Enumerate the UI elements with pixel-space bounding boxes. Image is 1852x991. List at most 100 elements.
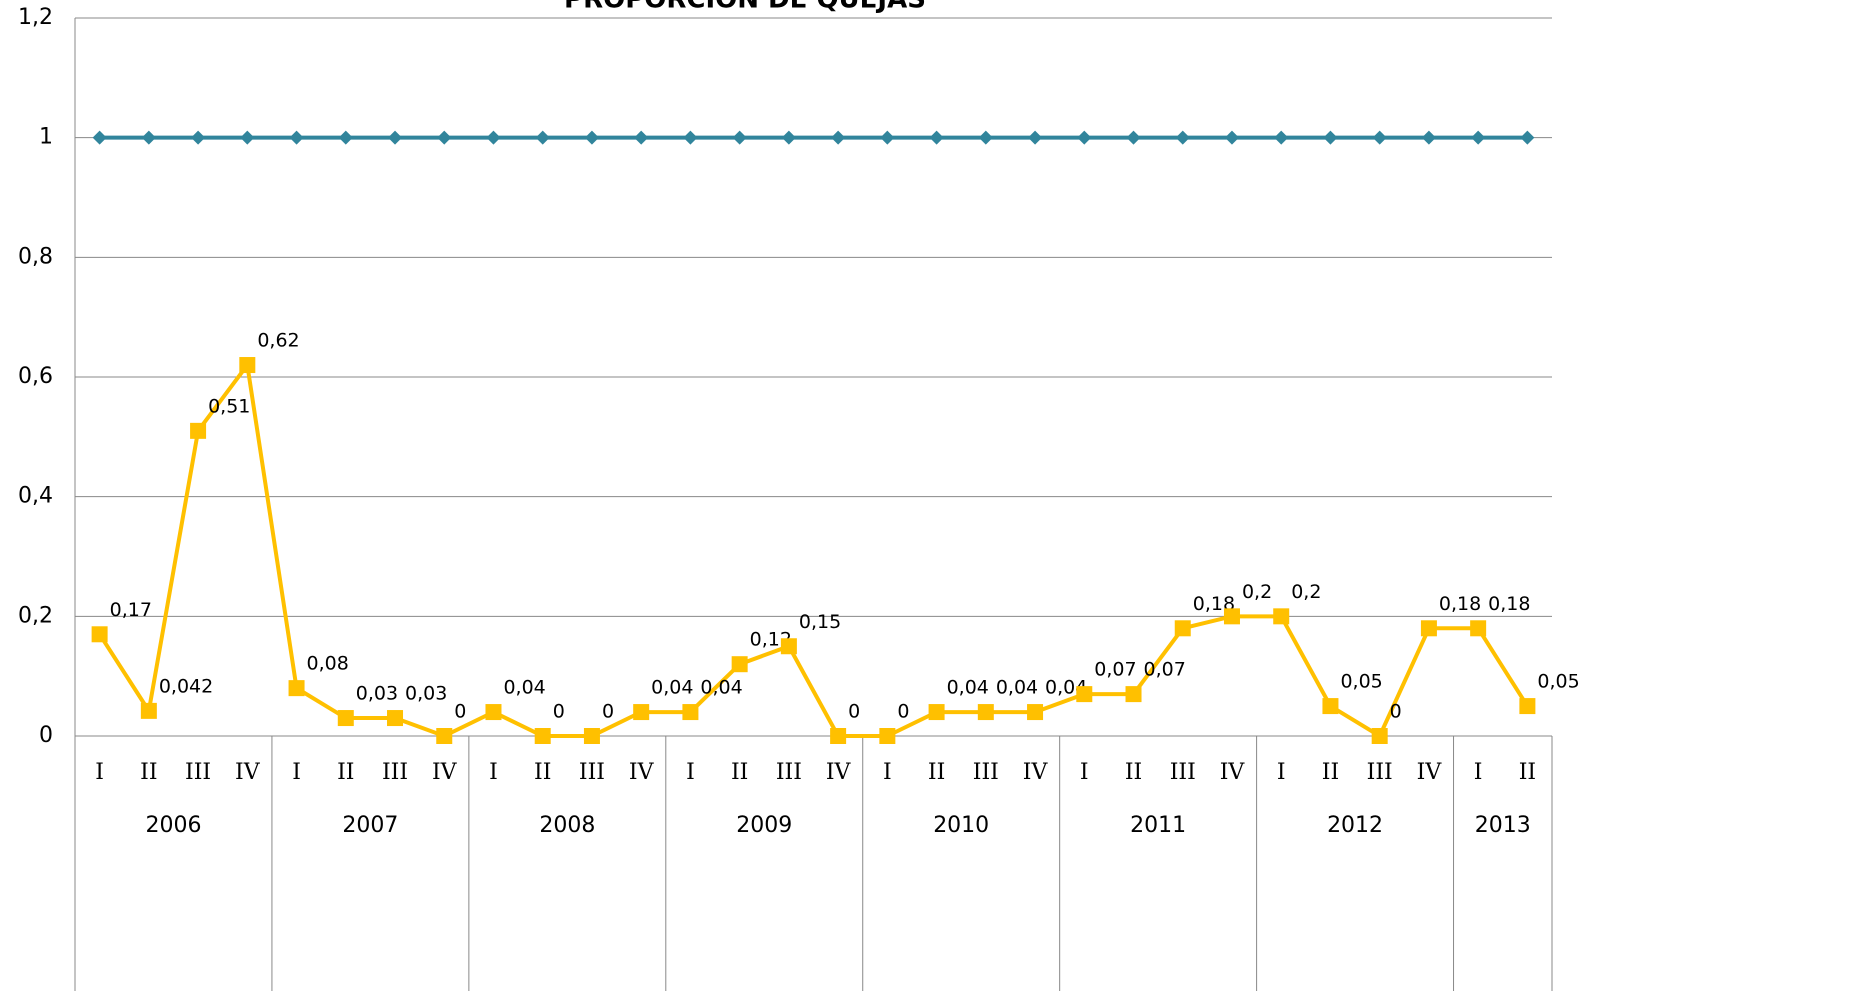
data-label: 0 xyxy=(553,701,565,723)
marker xyxy=(1125,686,1142,703)
data-label: 0 xyxy=(897,701,909,723)
data-label: 0 xyxy=(848,701,860,723)
y-tick-label: 0,2 xyxy=(18,603,53,628)
x-tick-label: IV xyxy=(1023,760,1049,785)
marker xyxy=(731,656,748,673)
y-tick-label: 1 xyxy=(39,125,53,150)
data-label: 0,2 xyxy=(1242,581,1272,603)
chart-title: PROPORCION DE QUEJAS xyxy=(564,0,926,15)
x-tick-label: I xyxy=(1474,760,1483,785)
marker xyxy=(1273,608,1290,625)
x-tick-label: I xyxy=(883,760,892,785)
marker xyxy=(1076,686,1093,703)
marker xyxy=(338,130,353,145)
data-label: 0,15 xyxy=(799,611,841,633)
x-tick-label: I xyxy=(292,760,301,785)
x-tick-label: II xyxy=(1125,760,1142,785)
x-tick-label: II xyxy=(1519,760,1536,785)
marker xyxy=(732,130,747,145)
x-tick-label: II xyxy=(140,760,157,785)
y-tick-label: 0 xyxy=(39,723,53,748)
marker xyxy=(91,626,108,643)
marker xyxy=(831,130,846,145)
marker xyxy=(1175,130,1190,145)
data-label: 0 xyxy=(602,701,614,723)
marker xyxy=(879,728,896,744)
marker xyxy=(781,130,796,145)
marker xyxy=(288,680,305,697)
x-tick-label: III xyxy=(1367,760,1393,785)
data-label: 0,2 xyxy=(1291,581,1321,603)
marker xyxy=(535,130,550,145)
marker xyxy=(1274,130,1289,145)
marker xyxy=(239,357,256,374)
data-label: 0,18 xyxy=(1439,593,1481,615)
marker xyxy=(880,130,895,145)
x-tick-label: IV xyxy=(826,760,852,785)
x-tick-label: III xyxy=(185,760,211,785)
data-label: 0,07 xyxy=(1094,659,1136,681)
marker xyxy=(1520,130,1535,145)
marker xyxy=(1174,620,1191,637)
marker xyxy=(1470,620,1487,637)
marker xyxy=(928,704,945,721)
y-tick-label: 0,6 xyxy=(18,364,53,389)
marker xyxy=(1420,620,1437,637)
marker xyxy=(190,422,207,439)
x-group-label: 2007 xyxy=(342,813,398,838)
marker xyxy=(1323,130,1338,145)
x-group-label: 2010 xyxy=(933,813,989,838)
marker xyxy=(1519,698,1536,715)
y-tick-label: 0,4 xyxy=(18,484,53,509)
x-tick-label: III xyxy=(776,760,802,785)
data-label: 0,04 xyxy=(651,677,693,699)
x-tick-label: I xyxy=(1080,760,1089,785)
x-tick-label: III xyxy=(1170,760,1196,785)
marker xyxy=(436,728,453,744)
marker xyxy=(191,130,206,145)
x-tick-label: IV xyxy=(1417,760,1443,785)
marker xyxy=(780,638,797,655)
marker xyxy=(1471,130,1486,145)
x-tick-label: IV xyxy=(629,760,655,785)
marker xyxy=(1322,698,1339,715)
marker xyxy=(437,130,452,145)
x-tick-label: II xyxy=(731,760,748,785)
marker xyxy=(289,130,304,145)
data-label: 0,17 xyxy=(110,599,152,621)
x-tick-label: IV xyxy=(432,760,458,785)
data-label: 0,05 xyxy=(1537,671,1579,693)
marker xyxy=(633,704,650,721)
marker xyxy=(584,130,599,145)
marker xyxy=(141,130,156,145)
marker xyxy=(1372,130,1387,145)
x-tick-label: II xyxy=(928,760,945,785)
y-tick-label: 0,8 xyxy=(18,244,53,269)
data-label: 0,03 xyxy=(405,683,447,705)
data-label: 0,04 xyxy=(503,677,545,699)
x-group-label: 2009 xyxy=(736,813,792,838)
data-label: 0,08 xyxy=(307,653,349,675)
marker xyxy=(1421,130,1436,145)
data-label: 0,04 xyxy=(947,677,989,699)
marker xyxy=(1077,130,1092,145)
data-label: 0,51 xyxy=(208,395,250,417)
x-tick-label: III xyxy=(973,760,999,785)
x-tick-label: II xyxy=(337,760,354,785)
marker xyxy=(977,704,994,721)
data-label: 0,62 xyxy=(257,330,299,352)
marker xyxy=(634,130,649,145)
x-tick-label: III xyxy=(579,760,605,785)
data-label: 0,04 xyxy=(996,677,1038,699)
data-label: 0,18 xyxy=(1488,593,1530,615)
data-label: 0 xyxy=(454,701,466,723)
x-group-label: 2011 xyxy=(1130,813,1186,838)
x-tick-label: IV xyxy=(235,760,261,785)
marker xyxy=(485,704,502,721)
data-label: 0,05 xyxy=(1340,671,1382,693)
marker xyxy=(929,130,944,145)
marker xyxy=(583,728,600,744)
series-line xyxy=(97,360,1530,739)
marker xyxy=(1027,704,1044,721)
